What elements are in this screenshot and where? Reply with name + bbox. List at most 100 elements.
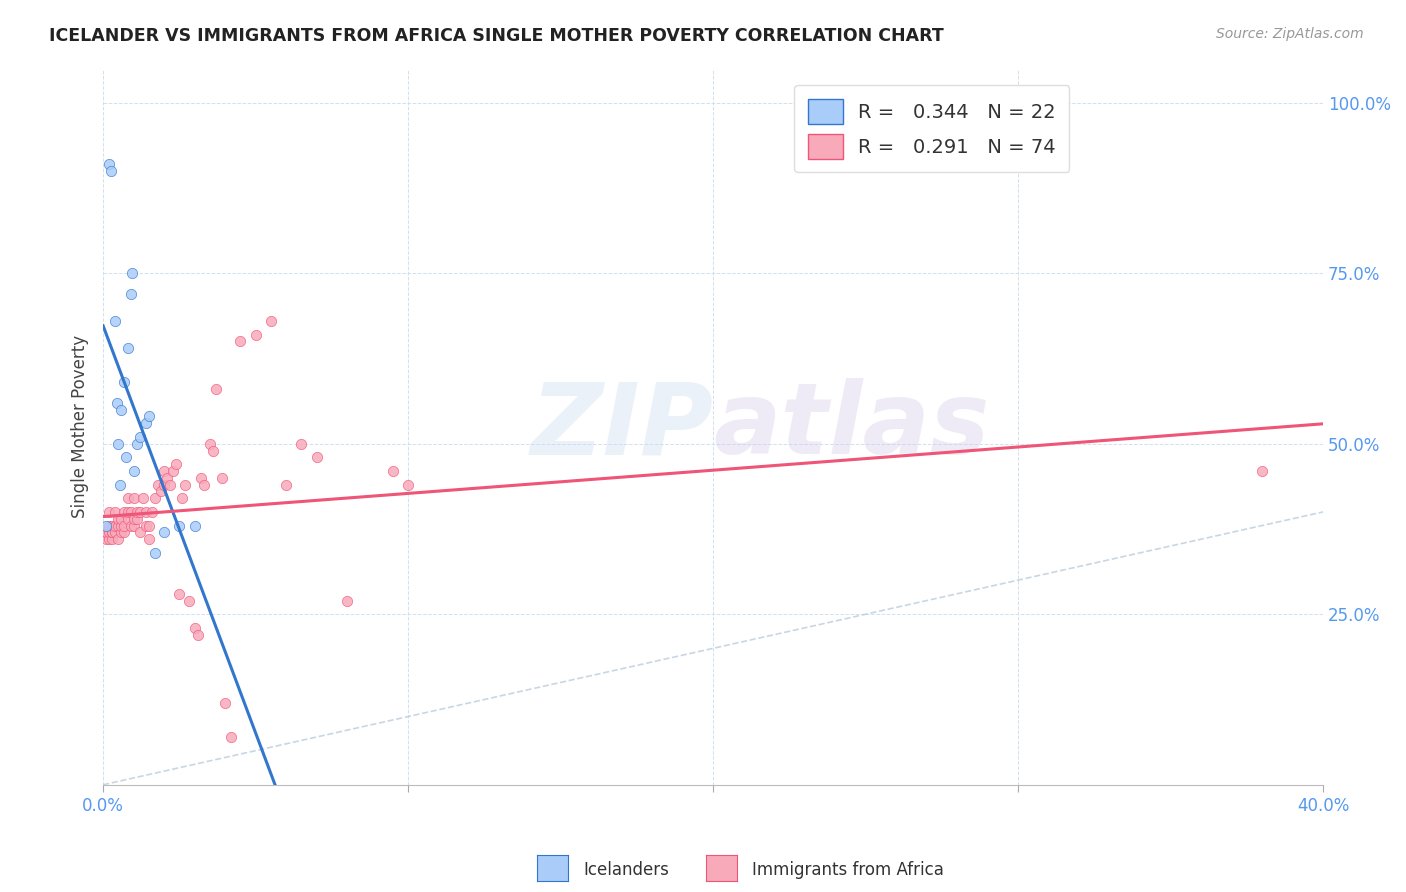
Point xyxy=(141,505,163,519)
Point xyxy=(153,525,176,540)
Point xyxy=(110,518,132,533)
Point xyxy=(132,491,155,506)
Point xyxy=(122,512,145,526)
Point xyxy=(101,525,124,540)
Point xyxy=(98,157,121,171)
Point xyxy=(381,464,404,478)
Point xyxy=(117,341,139,355)
Point xyxy=(122,491,145,506)
Point xyxy=(135,416,157,430)
Point xyxy=(114,525,136,540)
Point xyxy=(198,436,221,450)
Point xyxy=(190,471,212,485)
Point xyxy=(96,532,118,546)
Point xyxy=(169,518,191,533)
Point xyxy=(104,518,127,533)
Text: ICELANDER VS IMMIGRANTS FROM AFRICA SINGLE MOTHER POVERTY CORRELATION CHART: ICELANDER VS IMMIGRANTS FROM AFRICA SING… xyxy=(49,27,943,45)
Point xyxy=(260,314,283,328)
Point xyxy=(120,518,142,533)
Point xyxy=(107,436,129,450)
Point xyxy=(96,525,118,540)
Point xyxy=(128,505,150,519)
Point xyxy=(174,477,197,491)
Point xyxy=(101,525,124,540)
Point xyxy=(117,491,139,506)
Point xyxy=(183,621,205,635)
Point xyxy=(98,532,121,546)
Point xyxy=(122,464,145,478)
Point xyxy=(229,334,252,349)
Point xyxy=(396,477,419,491)
Point xyxy=(177,593,200,607)
Point xyxy=(96,518,118,533)
Point xyxy=(128,430,150,444)
Point xyxy=(146,477,169,491)
Text: Icelanders: Icelanders xyxy=(583,861,669,879)
Point xyxy=(100,164,122,178)
Point xyxy=(104,505,127,519)
Point xyxy=(138,409,160,424)
Point xyxy=(120,286,142,301)
Point xyxy=(138,532,160,546)
Point xyxy=(98,525,121,540)
Point xyxy=(125,512,148,526)
Point xyxy=(108,477,131,491)
Point xyxy=(115,450,138,465)
Point xyxy=(135,518,157,533)
Text: ZIP: ZIP xyxy=(530,378,713,475)
Point xyxy=(193,477,215,491)
Point xyxy=(96,525,118,540)
Text: Source: ZipAtlas.com: Source: ZipAtlas.com xyxy=(1216,27,1364,41)
Point xyxy=(117,512,139,526)
Point xyxy=(128,525,150,540)
Point xyxy=(107,512,129,526)
Point xyxy=(121,266,143,280)
Point xyxy=(219,730,242,744)
Point xyxy=(125,505,148,519)
Point xyxy=(205,382,228,396)
Point xyxy=(150,484,173,499)
Y-axis label: Single Mother Poverty: Single Mother Poverty xyxy=(72,335,89,518)
Point xyxy=(211,471,233,485)
Text: atlas: atlas xyxy=(713,378,990,475)
Point xyxy=(101,518,124,533)
Point xyxy=(156,471,179,485)
Point xyxy=(104,314,127,328)
Legend: R =   0.344   N = 22, R =   0.291   N = 74: R = 0.344 N = 22, R = 0.291 N = 74 xyxy=(794,86,1070,172)
Point xyxy=(104,525,127,540)
Point xyxy=(159,477,181,491)
Point xyxy=(201,443,224,458)
Point xyxy=(169,587,191,601)
Point xyxy=(117,505,139,519)
Point xyxy=(162,464,184,478)
Point xyxy=(107,518,129,533)
Point xyxy=(143,546,166,560)
Point xyxy=(290,436,312,450)
Point xyxy=(110,402,132,417)
Point xyxy=(143,491,166,506)
Point xyxy=(125,436,148,450)
Point xyxy=(153,464,176,478)
Point xyxy=(101,532,124,546)
Point xyxy=(245,327,267,342)
Point xyxy=(107,532,129,546)
Point xyxy=(120,505,142,519)
Point xyxy=(98,505,121,519)
Point xyxy=(110,525,132,540)
Point xyxy=(165,457,187,471)
Point xyxy=(1251,464,1274,478)
Text: Immigrants from Africa: Immigrants from Africa xyxy=(752,861,943,879)
Point xyxy=(122,518,145,533)
Point xyxy=(114,505,136,519)
Point xyxy=(276,477,298,491)
Point xyxy=(135,505,157,519)
Point xyxy=(336,593,359,607)
Point xyxy=(172,491,194,506)
Point xyxy=(187,628,209,642)
Point xyxy=(98,518,121,533)
Point xyxy=(153,477,176,491)
Point xyxy=(305,450,328,465)
Point xyxy=(114,376,136,390)
Point xyxy=(105,396,128,410)
Point xyxy=(138,518,160,533)
